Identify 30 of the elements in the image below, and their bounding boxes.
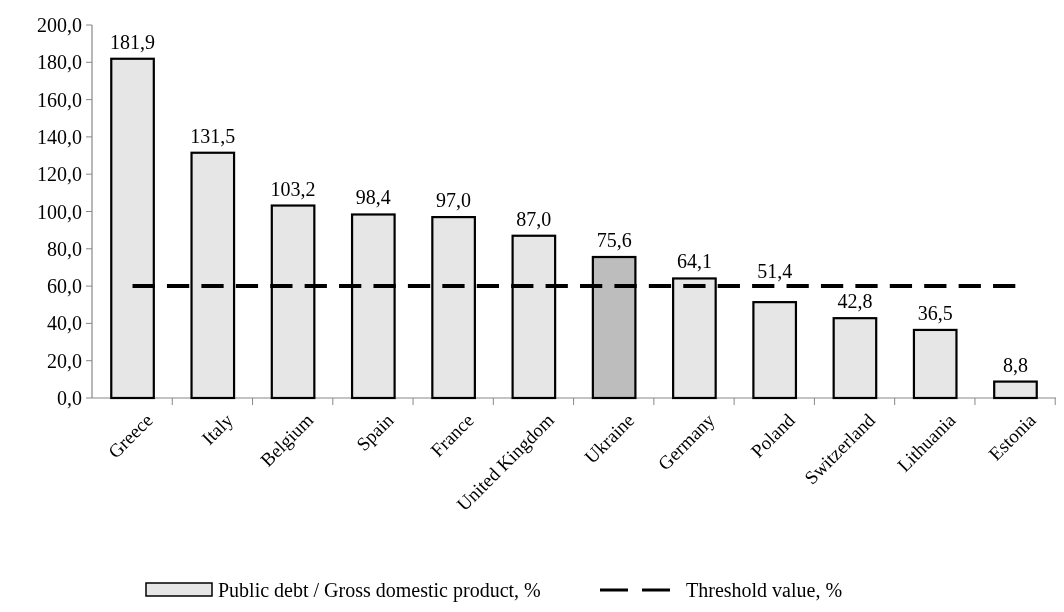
y-tick-label: 0,0 bbox=[57, 387, 82, 409]
data-label: 181,9 bbox=[110, 30, 156, 53]
data-label: 42,8 bbox=[837, 290, 873, 313]
data-label: 103,2 bbox=[270, 177, 316, 200]
data-label: 51,4 bbox=[757, 260, 793, 283]
y-tick-label: 80,0 bbox=[47, 237, 82, 260]
x-tick-label: Italy bbox=[197, 409, 238, 449]
y-tick-label: 200,0 bbox=[37, 14, 82, 36]
y-tick-label: 120,0 bbox=[37, 163, 82, 186]
data-label: 97,0 bbox=[436, 189, 472, 212]
y-tick-label: 180,0 bbox=[37, 51, 82, 74]
y-tick-label: 60,0 bbox=[47, 275, 82, 298]
data-label: 8,8 bbox=[1002, 353, 1028, 376]
legend-label: Threshold value, % bbox=[686, 579, 843, 601]
data-label: 131,5 bbox=[190, 124, 236, 147]
data-label: 36,5 bbox=[917, 301, 953, 324]
data-label: 75,6 bbox=[596, 229, 632, 252]
y-tick-label: 160,0 bbox=[37, 88, 82, 111]
bar bbox=[752, 301, 798, 400]
y-tick-label: 20,0 bbox=[47, 349, 82, 372]
bar bbox=[832, 317, 878, 400]
legend-label: Public debt / Gross domestic product, % bbox=[218, 579, 541, 602]
data-label: 64,1 bbox=[676, 250, 712, 273]
bar bbox=[912, 328, 958, 400]
y-tick-label: 40,0 bbox=[47, 312, 82, 335]
y-tick-label: 100,0 bbox=[37, 200, 82, 223]
y-tick-label: 140,0 bbox=[37, 125, 82, 148]
data-label: 98,4 bbox=[355, 186, 391, 209]
data-label: 87,0 bbox=[516, 207, 552, 230]
bar bbox=[993, 380, 1038, 400]
